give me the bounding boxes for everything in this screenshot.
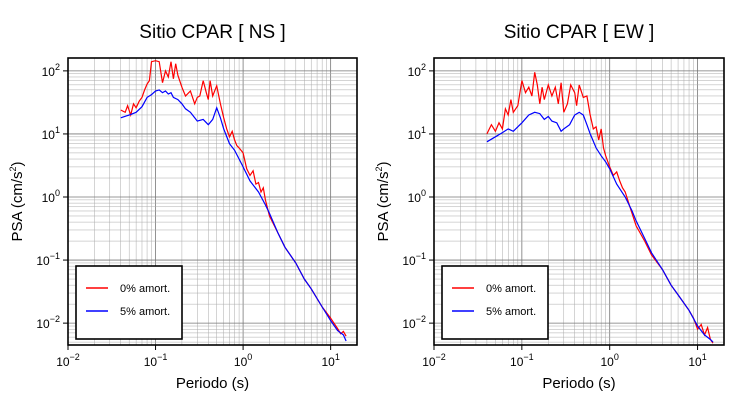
x-tick-base: 10	[56, 355, 70, 369]
y-tick-label: 10−2	[36, 314, 60, 331]
x-axis-label: Periodo (s)	[176, 375, 249, 392]
x-tick-label: 100	[234, 352, 252, 369]
legend-box	[441, 265, 549, 340]
legend-label-undamped: 0% amort.	[120, 283, 170, 295]
y-tick-label: 101	[42, 125, 60, 142]
y-tick-exponent: 1	[421, 125, 426, 135]
y-tick-label: 10−1	[36, 251, 60, 268]
x-tick-label: 101	[321, 352, 339, 369]
y-tick-exponent: 2	[421, 62, 426, 72]
x-tick-label: 10−2	[422, 352, 446, 369]
x-tick-base: 10	[234, 355, 248, 369]
x-tick-exponent: 0	[247, 352, 252, 362]
y-tick-label: 100	[42, 188, 60, 205]
x-tick-label: 10−1	[144, 352, 168, 369]
y-axis-label-close: )	[9, 161, 26, 166]
y-tick-exponent: −1	[50, 251, 60, 261]
y-tick-exponent: 1	[55, 125, 60, 135]
x-tick-exponent: 1	[335, 352, 340, 362]
y-tick-base: 10	[402, 317, 416, 331]
x-axis-label: Periodo (s)	[542, 375, 615, 392]
x-tick-exponent: 0	[614, 352, 619, 362]
series-line-damped	[486, 111, 714, 343]
plot-frame	[433, 57, 725, 346]
y-axis-label-close: )	[375, 161, 392, 166]
x-tick-base: 10	[321, 355, 335, 369]
x-tick-exponent: −2	[70, 352, 80, 362]
y-tick-exponent: −2	[50, 314, 60, 324]
x-tick-base: 10	[688, 355, 702, 369]
y-axis-label-sup: 2	[8, 166, 18, 171]
y-tick-base: 10	[402, 254, 416, 268]
y-tick-exponent: 0	[421, 188, 426, 198]
y-axis-label-main: PSA (cm/s	[375, 172, 392, 242]
y-tick-base: 10	[36, 317, 50, 331]
y-tick-label: 101	[408, 125, 426, 142]
x-tick-label: 10−2	[56, 352, 80, 369]
x-tick-label: 100	[601, 352, 619, 369]
y-tick-base: 10	[36, 254, 50, 268]
series-line-damped	[120, 89, 347, 342]
y-tick-label: 10−2	[402, 314, 426, 331]
legend: 0% amort. 5% amort.	[441, 265, 549, 340]
legend: 0% amort. 5% amort.	[75, 265, 183, 340]
y-tick-exponent: −2	[416, 314, 426, 324]
plot-frame	[67, 57, 358, 346]
legend-label-damped: 5% amort.	[120, 306, 170, 318]
x-tick-base: 10	[601, 355, 615, 369]
y-tick-label: 10−1	[402, 251, 426, 268]
y-tick-exponent: −1	[416, 251, 426, 261]
y-tick-exponent: 2	[55, 62, 60, 72]
legend-box	[75, 265, 183, 340]
chart-title: Sitio CPAR [ NS ]	[139, 22, 285, 43]
y-axis-label: PSA (cm/s2)	[8, 161, 26, 241]
y-tick-base: 10	[408, 65, 422, 79]
y-tick-exponent: 0	[55, 188, 60, 198]
y-tick-base: 10	[42, 191, 56, 205]
legend-label-undamped: 0% amort.	[486, 283, 536, 295]
x-tick-exponent: −1	[523, 352, 533, 362]
y-tick-label: 102	[42, 62, 60, 79]
x-tick-base: 10	[144, 355, 158, 369]
legend-label-damped: 5% amort.	[486, 306, 536, 318]
y-tick-base: 10	[408, 128, 422, 142]
chart-title: Sitio CPAR [ EW ]	[504, 22, 655, 43]
grid	[433, 58, 725, 345]
y-axis-label: PSA (cm/s2)	[374, 161, 392, 241]
x-tick-base: 10	[422, 355, 436, 369]
x-tick-exponent: −1	[157, 352, 167, 362]
y-tick-label: 102	[408, 62, 426, 79]
y-tick-base: 10	[408, 191, 422, 205]
x-tick-exponent: −2	[436, 352, 446, 362]
x-tick-label: 101	[688, 352, 706, 369]
y-tick-base: 10	[42, 65, 56, 79]
y-axis-label-sup: 2	[374, 166, 384, 171]
x-tick-exponent: 1	[702, 352, 707, 362]
y-tick-base: 10	[42, 128, 56, 142]
x-tick-base: 10	[510, 355, 524, 369]
x-tick-label: 10−1	[510, 352, 534, 369]
y-axis-label-main: PSA (cm/s	[9, 172, 26, 242]
y-tick-label: 100	[408, 188, 426, 205]
